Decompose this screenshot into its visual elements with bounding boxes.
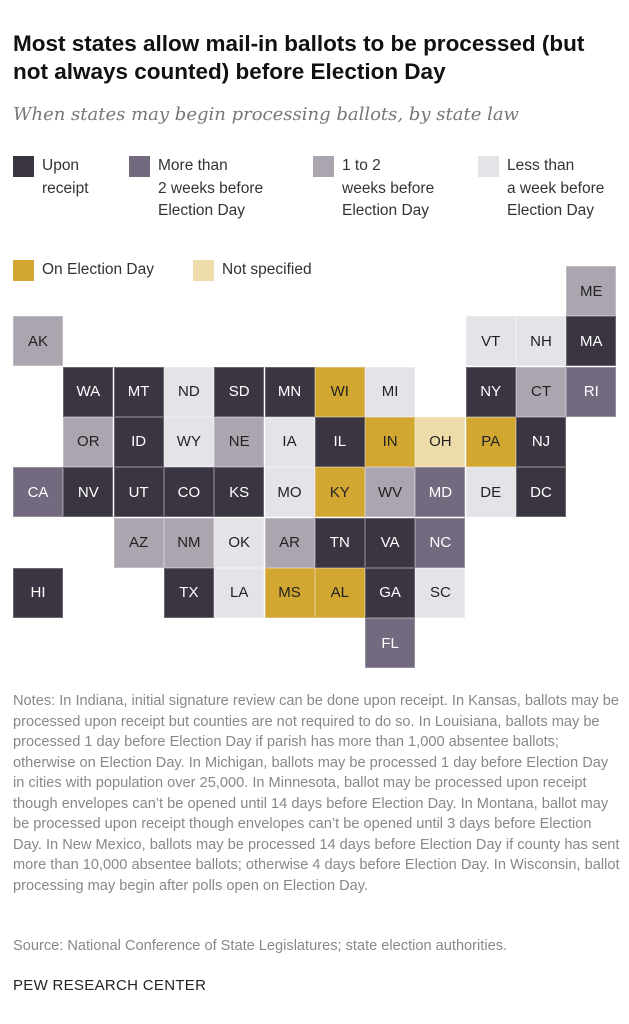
state-tile-id: ID <box>113 416 164 467</box>
state-tile-ga: GA <box>365 567 416 618</box>
state-tile-nd: ND <box>163 366 214 417</box>
state-tile-pa: PA <box>465 416 516 467</box>
legend-item-on-election-day: On Election Day <box>13 259 154 282</box>
legend-item-upon-receipt: Upon receipt <box>13 155 89 200</box>
state-tile-wa: WA <box>63 366 114 417</box>
state-tile-hi: HI <box>13 567 63 618</box>
legend-label: On Election Day <box>42 261 154 278</box>
state-tile-ma: MA <box>566 316 617 367</box>
state-tile-nv: NV <box>63 467 114 518</box>
state-tile-la: LA <box>214 567 265 618</box>
state-tile-ms: MS <box>264 567 315 618</box>
legend-label: Not specified <box>222 261 312 278</box>
state-tile-mo: MO <box>264 467 315 518</box>
state-tile-ak: AK <box>13 316 63 367</box>
state-tile-ky: KY <box>314 467 365 518</box>
chart-subtitle: When states may begin processing ballots… <box>13 104 519 125</box>
notes: Notes: In Indiana, initial signature rev… <box>13 693 620 894</box>
state-tile-ut: UT <box>113 467 164 518</box>
state-tile-ne: NE <box>214 416 265 467</box>
state-tile-il: IL <box>314 416 365 467</box>
legend-swatch <box>13 260 34 281</box>
state-tile-ok: OK <box>214 517 265 568</box>
state-tile-va: VA <box>365 517 416 568</box>
state-tile-vt: VT <box>465 316 516 367</box>
state-tile-in: IN <box>365 416 416 467</box>
legend-item-1-to-2-weeks: 1 to 2 weeks before Election Day <box>313 155 434 223</box>
legend-label: Less than a week before Election Day <box>507 157 605 219</box>
legend-item-less-than-a-week: Less than a week before Election Day <box>478 155 604 223</box>
state-tile-ri: RI <box>566 366 617 417</box>
state-tile-wy: WY <box>163 416 214 467</box>
state-tile-ny: NY <box>465 366 516 417</box>
state-tile-mi: MI <box>365 366 416 417</box>
legend-item-not-specified: Not specified <box>193 259 312 282</box>
state-tile-de: DE <box>465 467 516 518</box>
state-tile-ca: CA <box>13 467 63 518</box>
legend-swatch <box>193 260 214 281</box>
legend-label: More than 2 weeks before Election Day <box>158 157 264 219</box>
state-tile-az: AZ <box>113 517 164 568</box>
state-tile-ar: AR <box>264 517 315 568</box>
state-tile-nm: NM <box>163 517 214 568</box>
legend-swatch <box>129 156 150 177</box>
state-tile-mt: MT <box>113 366 164 417</box>
legend-label: Upon receipt <box>42 157 89 197</box>
state-tile-me: ME <box>566 266 617 316</box>
footer-credit: PEW RESEARCH CENTER <box>13 977 207 994</box>
state-tile-nc: NC <box>415 517 466 568</box>
state-tile-wi: WI <box>314 366 365 417</box>
state-tile-sd: SD <box>214 366 265 417</box>
state-tile-fl: FL <box>365 618 416 669</box>
state-tile-co: CO <box>163 467 214 518</box>
legend-item-more-than-2-weeks: More than 2 weeks before Election Day <box>129 155 263 223</box>
state-tile-ct: CT <box>516 366 566 417</box>
state-tile-md: MD <box>415 467 466 518</box>
state-tile-nh: NH <box>516 316 566 367</box>
state-tile-ks: KS <box>214 467 265 518</box>
state-tile-ia: IA <box>264 416 315 467</box>
state-tile-al: AL <box>314 567 365 618</box>
state-tile-tx: TX <box>163 567 214 618</box>
state-tile-oh: OH <box>415 416 466 467</box>
legend-swatch <box>13 156 34 177</box>
chart-title: Most states allow mail-in ballots to be … <box>13 31 585 84</box>
state-tile-mn: MN <box>264 366 315 417</box>
state-tile-dc: DC <box>516 467 566 518</box>
state-tile-nj: NJ <box>516 416 566 467</box>
legend-swatch <box>478 156 499 177</box>
state-tile-or: OR <box>63 416 114 467</box>
state-tile-wv: WV <box>365 467 416 518</box>
state-tile-sc: SC <box>415 567 466 618</box>
source: Source: National Conference of State Leg… <box>13 938 508 954</box>
legend-label: 1 to 2 weeks before Election Day <box>342 157 435 219</box>
legend-swatch <box>313 156 334 177</box>
state-tile-tn: TN <box>314 517 365 568</box>
